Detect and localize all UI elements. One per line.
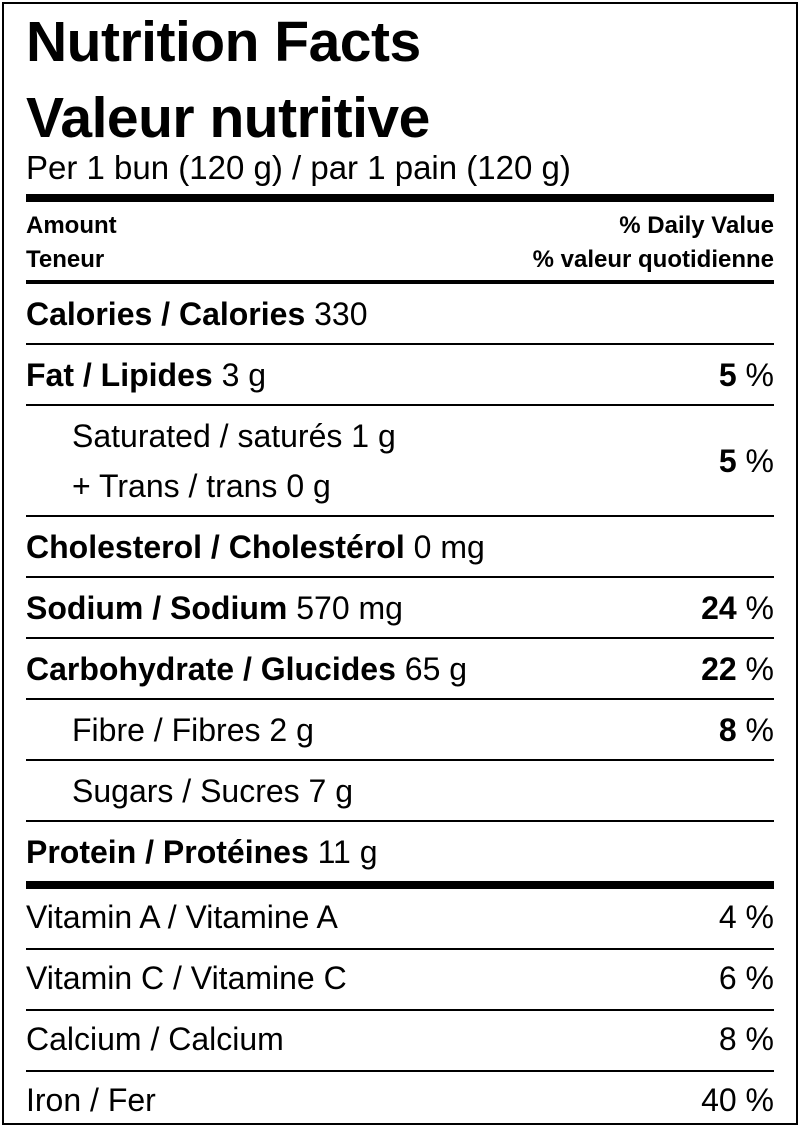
dv-number: 4 — [718, 899, 737, 935]
rule — [26, 280, 774, 284]
row-divider — [26, 515, 774, 517]
nutrient-row: Fat / Lipides 3 g 5 % — [26, 345, 774, 404]
row-divider — [26, 637, 774, 639]
daily-value: 8 % — [719, 1021, 774, 1058]
nutrient-line: Calories / Calories 330 — [26, 296, 368, 333]
nutrient-row: Protein / Protéines 11 g — [26, 822, 774, 881]
nutrient-line: Sugars / Sucres 7 g — [72, 773, 353, 810]
nutrient-row: Cholesterol / Cholestérol 0 mg — [26, 517, 774, 576]
vitamin-name: Vitamin C / Vitamine C — [26, 960, 347, 996]
dv-unit: % — [745, 443, 774, 479]
dv-unit: % — [745, 590, 774, 626]
row-divider — [26, 820, 774, 822]
row-divider — [26, 404, 774, 406]
nutrient-name: Cholesterol / Cholestérol — [26, 529, 405, 565]
daily-value: 5 % — [719, 357, 774, 394]
dv-unit: % — [745, 651, 774, 687]
daily-value: 40 % — [701, 1082, 774, 1119]
nutrient-line: Fat / Lipides 3 g — [26, 357, 266, 394]
nutrient-name: Saturated / saturés — [72, 418, 343, 454]
title-fr: Valeur nutritive — [26, 86, 430, 150]
dv-unit: % — [745, 899, 774, 935]
daily-value: 5 % — [719, 443, 774, 480]
nutrient-line: Sodium / Sodium 570 mg — [26, 590, 403, 627]
dv-unit: % — [745, 712, 774, 748]
dv-number: 22 — [701, 651, 737, 687]
nutrient-line: Protein / Protéines 11 g — [26, 834, 378, 871]
dv-number: 8 — [718, 1021, 737, 1057]
daily-value: 24 % — [701, 590, 774, 627]
nutrient-row: Fibre / Fibres 2 g 8 % — [26, 700, 774, 759]
thick-rule — [26, 881, 774, 889]
nutrient-row: Sodium / Sodium 570 mg 24 % — [26, 578, 774, 637]
dv-unit: % — [745, 960, 774, 996]
daily-value: 8 % — [719, 712, 774, 749]
vitamin-row: Vitamin A / Vitamine A 4 % — [26, 889, 774, 948]
nutrient-row: Carbohydrate / Glucides 65 g 22 % — [26, 639, 774, 698]
vitamin-name: Vitamin A / Vitamine A — [26, 899, 338, 935]
daily-value: 22 % — [701, 651, 774, 688]
amount-header-fr: Teneur — [26, 246, 105, 273]
nutrient-line: Cholesterol / Cholestérol 0 mg — [26, 529, 485, 566]
nutrient-amount: 2 g — [269, 712, 314, 748]
row-divider — [26, 343, 774, 345]
nutrient-row: Sugars / Sucres 7 g — [26, 761, 774, 820]
nutrient-row: Saturated / saturés 1 g + Trans / trans 0… — [26, 406, 774, 515]
nutrient-line: Fibre / Fibres 2 g — [72, 712, 314, 749]
row-divider — [26, 1070, 774, 1072]
nutrient-name: Protein / Protéines — [26, 834, 309, 870]
row-divider — [26, 698, 774, 700]
daily-value: 6 % — [719, 960, 774, 997]
nutrient-amount: 7 g — [308, 773, 354, 809]
dv-number: 5 — [718, 443, 737, 479]
nutrient-line: Saturated / saturés 1 g — [72, 418, 396, 455]
nutrient-name: Sugars / Sucres — [72, 773, 300, 809]
dv-number: 40 — [701, 1082, 737, 1118]
nutrient-amount: 11 g — [317, 834, 378, 870]
nutrient-name: Fibre / Fibres — [72, 712, 261, 748]
daily-value: 4 % — [719, 899, 774, 936]
nutrient-name: + Trans / trans — [72, 468, 278, 504]
nutrient-amount: 0 mg — [413, 529, 485, 565]
label-content: Nutrition Facts Valeur nutritive Per 1 b… — [26, 4, 774, 1123]
nutrient-amount: 3 g — [221, 357, 267, 393]
vitamin-row: Vitamin C / Vitamine C 6 % — [26, 950, 774, 1009]
row-divider — [26, 1009, 774, 1011]
dv-number: 24 — [701, 590, 737, 626]
vitamin-row: Iron / Fer 40 % — [26, 1072, 774, 1131]
vitamin-name: Iron / Fer — [26, 1082, 156, 1118]
dv-unit: % — [745, 1021, 774, 1057]
row-divider — [26, 576, 774, 578]
nutrient-name: Sodium / Sodium — [26, 590, 288, 626]
nutrient-amount: 330 — [314, 296, 368, 332]
nutrient-name: Fat / Lipides — [26, 357, 213, 393]
amount-header: Amount — [26, 212, 117, 239]
nutrient-name: Carbohydrate / Glucides — [26, 651, 396, 687]
serving-size: Per 1 bun (120 g) / par 1 pain (120 g) — [26, 149, 571, 186]
nutrient-amount: 570 mg — [296, 590, 403, 626]
nutrient-row: Calories / Calories 330 — [26, 284, 774, 343]
nutrient-line: + Trans / trans 0 g — [72, 468, 331, 505]
vitamin-name: Calcium / Calcium — [26, 1021, 284, 1057]
nutrient-line: Carbohydrate / Glucides 65 g — [26, 651, 467, 688]
dv-unit: % — [745, 357, 774, 393]
dv-number: 6 — [718, 960, 737, 996]
dv-header-fr: % valeur quotidienne — [532, 246, 774, 273]
row-divider — [26, 948, 774, 950]
nutrient-name: Calories / Calories — [26, 296, 306, 332]
vitamin-row: Calcium / Calcium 8 % — [26, 1011, 774, 1070]
nutrient-amount: 65 g — [404, 651, 468, 687]
dv-number: 5 — [718, 357, 737, 393]
dv-number: 8 — [718, 712, 737, 748]
nutrient-amount: 0 g — [286, 468, 331, 504]
title: Nutrition Facts — [26, 10, 421, 74]
row-divider — [26, 759, 774, 761]
thick-rule — [26, 194, 774, 202]
dv-unit: % — [745, 1082, 774, 1118]
nutrient-amount: 1 g — [351, 418, 396, 454]
dv-header: % Daily Value — [619, 212, 774, 239]
